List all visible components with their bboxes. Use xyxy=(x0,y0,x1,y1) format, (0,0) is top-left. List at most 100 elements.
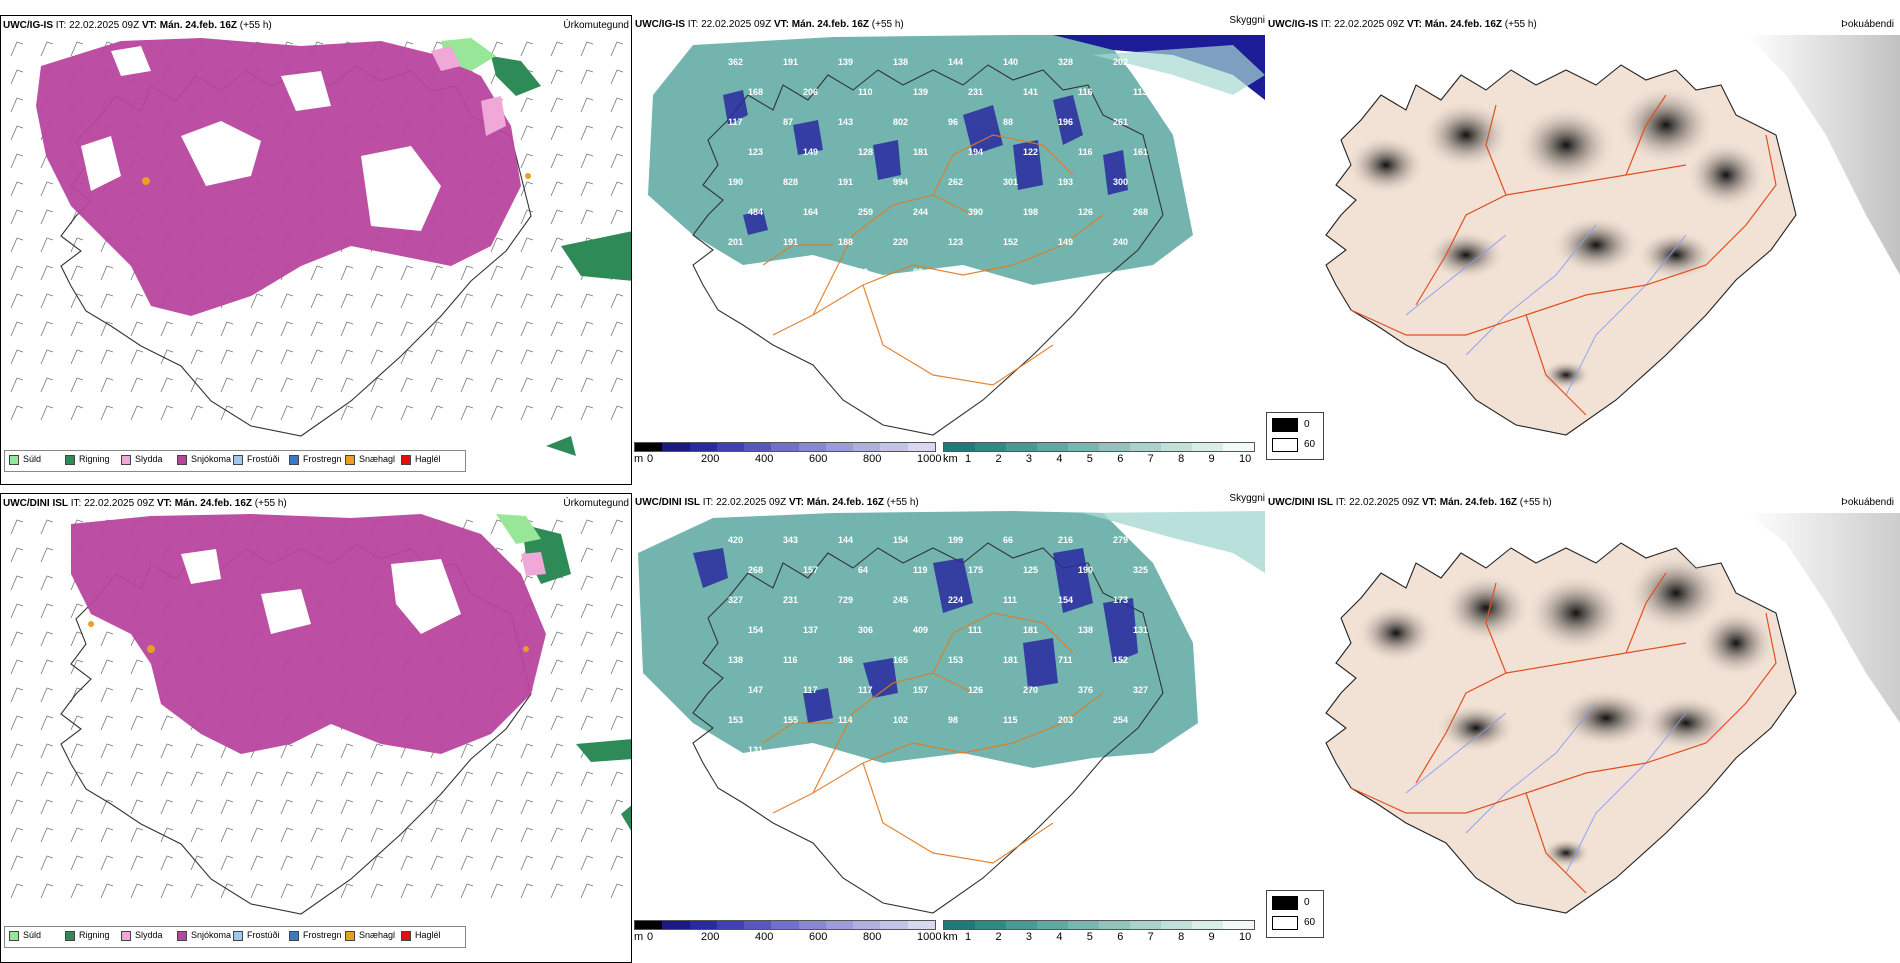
wind-barb xyxy=(280,883,294,899)
wind-barb xyxy=(100,631,114,647)
wind-barb xyxy=(130,743,144,759)
legend-swatch xyxy=(345,454,355,465)
wind-barb xyxy=(490,41,504,57)
wind-barb xyxy=(370,293,384,309)
wind-barb xyxy=(250,771,264,787)
panel-header: UWC/DINI ISL IT: 22.02.2025 09Z VT: Mán.… xyxy=(635,497,919,508)
visibility-tick: 10 xyxy=(1239,453,1252,465)
sleet-area xyxy=(431,46,461,71)
wind-barb xyxy=(100,377,114,393)
wind-barb xyxy=(40,799,54,815)
wind-barb xyxy=(70,265,84,281)
wind-barb xyxy=(250,405,264,421)
visibility-value: 327 xyxy=(728,595,743,605)
wind-barb xyxy=(130,883,144,899)
wind-barb xyxy=(10,181,24,197)
wind-barb xyxy=(190,405,204,421)
legend-item-rigning: Rigning xyxy=(65,454,110,465)
wind-barb xyxy=(10,153,24,169)
legend-label: Rigning xyxy=(79,454,110,464)
wind-barb xyxy=(490,743,504,759)
visibility-value: 147 xyxy=(748,685,763,695)
wind-barb xyxy=(130,293,144,309)
visibility-value: 194 xyxy=(968,147,983,157)
visibility-value: 188 xyxy=(838,237,853,247)
visibility-value: 42 xyxy=(858,267,868,277)
wind-barb xyxy=(160,883,174,899)
wind-barb xyxy=(10,883,24,899)
wind-barb xyxy=(490,771,504,787)
wind-barb xyxy=(430,265,444,281)
wind-barb xyxy=(460,405,474,421)
wind-barb xyxy=(610,519,624,535)
wind-barb xyxy=(520,97,534,113)
visibility-value: 186 xyxy=(838,655,853,665)
wind-barb xyxy=(430,771,444,787)
wind-barb xyxy=(430,799,444,815)
visibility-labels: 420 343 144 154 199 66 216 279 268 157 64 119 175 125… xyxy=(728,535,1148,755)
visibility-value: 828 xyxy=(783,177,798,187)
legend-label: Frostregn xyxy=(303,930,342,940)
legend-swatch xyxy=(401,454,411,465)
wind-barb xyxy=(460,377,474,393)
wind-barb xyxy=(190,377,204,393)
visibility-value: 144 xyxy=(838,535,853,545)
height-colorbar-cell xyxy=(825,921,854,929)
wind-barb xyxy=(610,799,624,815)
wind-barb xyxy=(220,377,234,393)
wind-barb xyxy=(100,293,114,309)
wind-barb xyxy=(40,771,54,787)
field-name: Úrkomutegund xyxy=(563,498,629,509)
wind-barb xyxy=(520,125,534,141)
visibility-value: 261 xyxy=(1113,117,1128,127)
wind-barb xyxy=(430,293,444,309)
wind-barb xyxy=(400,827,414,843)
visibility-value: 113 xyxy=(1133,87,1148,97)
wind-barb xyxy=(10,631,24,647)
visibility-colorbar-cell xyxy=(1006,921,1037,929)
visibility-colorbar-cell xyxy=(975,921,1006,929)
wind-barb xyxy=(40,321,54,337)
height-colorbar-cell xyxy=(716,443,745,451)
height-tick: 200 xyxy=(701,453,720,465)
wind-barb xyxy=(70,855,84,871)
height-colorbar-cell xyxy=(907,443,935,451)
wind-barb xyxy=(550,827,564,843)
wind-barb xyxy=(310,771,324,787)
height-colorbar-cell xyxy=(716,921,745,929)
visibility-value: 98 xyxy=(948,715,958,725)
height-colorbar-cell xyxy=(744,443,772,451)
visibility-colorbar-cell xyxy=(1099,443,1130,451)
wind-barb xyxy=(130,799,144,815)
visibility-value: 409 xyxy=(913,625,928,635)
fog-legend-swatch xyxy=(1272,418,1298,432)
wind-barb xyxy=(460,799,474,815)
wind-barb xyxy=(250,293,264,309)
wind-barb xyxy=(340,405,354,421)
visibility-value: 220 xyxy=(893,237,908,247)
wind-barb xyxy=(610,153,624,169)
wind-barb xyxy=(490,855,504,871)
visibility-value: 181 xyxy=(1003,655,1018,665)
visibility-value: 126 xyxy=(968,685,983,695)
visibility-value: 64 xyxy=(858,565,868,575)
wind-barb xyxy=(610,687,624,703)
wind-barb xyxy=(430,883,444,899)
wind-barb xyxy=(430,377,444,393)
wind-barb xyxy=(610,321,624,337)
legend-swatch xyxy=(345,930,355,941)
iceland-coastline xyxy=(692,64,1164,436)
height-colorbar-cell xyxy=(853,921,881,929)
wind-barb xyxy=(610,209,624,225)
wind-barb xyxy=(610,181,624,197)
wind-barb xyxy=(70,349,84,365)
wind-barb xyxy=(250,799,264,815)
visibility-value: 301 xyxy=(1003,177,1018,187)
wind-barb xyxy=(100,659,114,675)
wind-barb xyxy=(460,293,474,309)
wind-barb xyxy=(580,547,594,563)
visibility-value: 484 xyxy=(748,207,763,217)
visibility-value: 201 xyxy=(728,237,743,247)
wind-barb xyxy=(400,883,414,899)
wind-barb xyxy=(580,771,594,787)
